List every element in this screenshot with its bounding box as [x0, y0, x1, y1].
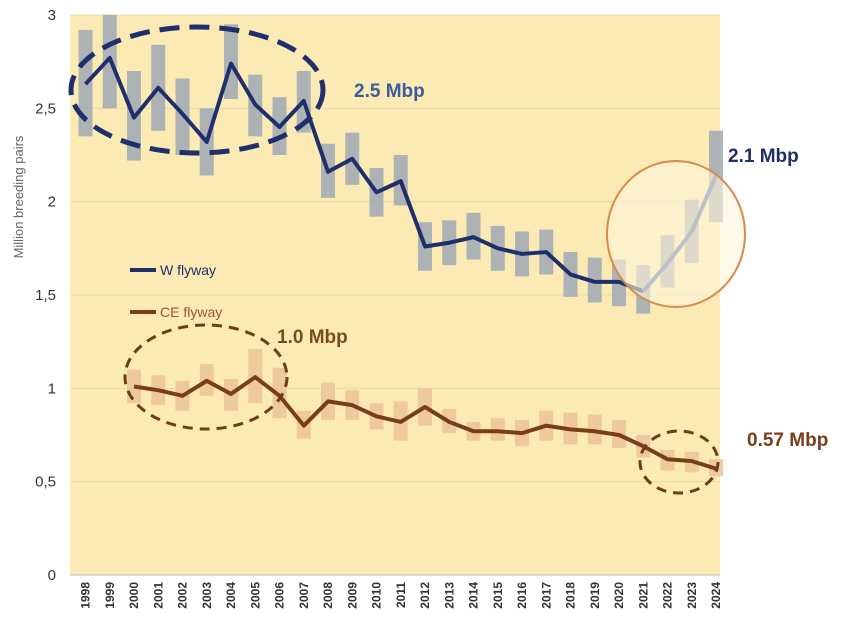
x-tick-label: 2022	[661, 582, 675, 609]
legend: W flyway CE flyway	[130, 262, 222, 320]
annotation-2-1-mbp: 2.1 Mbp	[728, 146, 799, 167]
x-tick-label: 2017	[539, 582, 553, 609]
legend-ce-flyway-label: CE flyway	[160, 304, 222, 320]
x-tick-label: 2016	[515, 582, 529, 609]
y-tick-label: 3	[48, 7, 56, 24]
x-tick-label: 2024	[709, 582, 723, 609]
w-flyway-line	[84, 55, 644, 294]
x-tick-label: 2012	[418, 582, 432, 609]
x-tick-label: 2004	[224, 582, 238, 609]
x-tick-label: 2005	[248, 582, 262, 609]
y-tick-label: 0,5	[35, 474, 56, 491]
x-tick-label: 2009	[345, 582, 359, 609]
ce-early-period-circle	[123, 323, 289, 431]
y-tick-label: 2,5	[35, 100, 56, 117]
annotation-2-5-mbp: 2.5 Mbp	[354, 81, 425, 102]
x-tick-label: 2021	[636, 582, 650, 609]
annotation-0-57-mbp: 0.57 Mbp	[747, 430, 828, 451]
ce-recent-period-circle	[638, 429, 720, 495]
x-tick-label: 2023	[685, 582, 699, 609]
x-tick-label: 2010	[370, 582, 384, 609]
x-tick-label: 2003	[200, 582, 214, 609]
x-tick-label: 2006	[273, 582, 287, 609]
y-axis: 0 0,5 1 1,5 2 2,5 3	[35, 7, 720, 584]
x-tick-label: 2008	[321, 582, 335, 609]
x-tick-label: 2011	[394, 582, 408, 608]
w-early-period-circle	[68, 24, 326, 156]
x-tick-label: 2002	[176, 582, 190, 609]
x-tick-label: 1998	[79, 582, 93, 609]
y-tick-label: 1	[48, 380, 56, 397]
x-tick-label: 2020	[612, 582, 626, 609]
x-tick-label: 2015	[491, 582, 505, 609]
w-recent-increase-circle	[606, 160, 746, 308]
ce-flyway-ci-bar	[272, 367, 287, 419]
x-tick-label: 2000	[127, 582, 141, 609]
x-tick-label: 2001	[151, 582, 165, 609]
x-tick-label: 1999	[103, 582, 117, 609]
x-tick-label: 2018	[564, 582, 578, 609]
y-tick-label: 0	[48, 567, 56, 584]
x-tick-label: 2007	[297, 582, 311, 609]
y-tick-label: 2	[48, 194, 56, 211]
x-tick-label: 2013	[442, 582, 456, 609]
annotation-1-0-mbp: 1.0 Mbp	[277, 327, 348, 348]
legend-w-flyway-label: W flyway	[160, 262, 216, 278]
x-tick-label: 2014	[467, 582, 481, 609]
w-flyway-confidence-bars	[78, 15, 723, 314]
x-axis: 1998 1999 2000 2001 2002 2003 2004 2005 2006 2007…	[79, 582, 724, 609]
y-axis-label: Million breeding pairs	[11, 135, 26, 258]
ce-flyway-line	[133, 375, 717, 471]
x-tick-label: 2019	[588, 582, 602, 609]
y-tick-label: 1,5	[35, 287, 56, 304]
